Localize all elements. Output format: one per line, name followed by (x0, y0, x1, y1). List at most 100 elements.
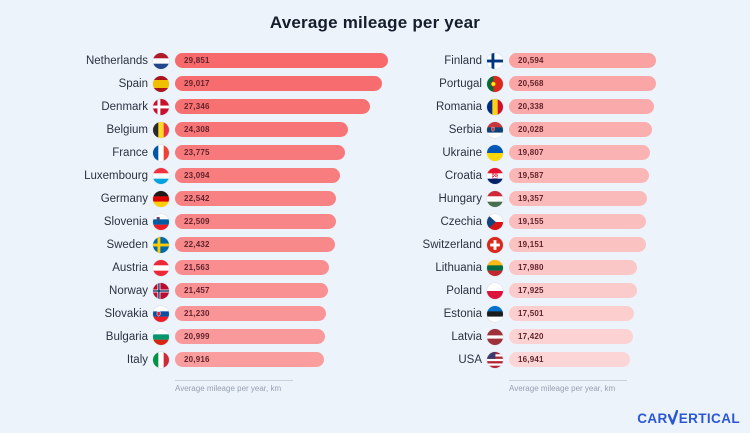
axis-line (175, 380, 293, 381)
value-label: 29,017 (184, 79, 210, 88)
value-label: 29,851 (184, 56, 210, 65)
romania-flag-icon (487, 98, 503, 115)
country-label: Austria (112, 261, 148, 274)
value-label: 17,501 (518, 309, 544, 318)
country-label: Estonia (443, 307, 482, 320)
bar-row: Estonia 17,501 (410, 302, 722, 325)
bar-track: 22,432 (175, 237, 388, 252)
ukraine-flag-icon (487, 144, 503, 161)
value-bar: 29,017 (175, 76, 383, 91)
value-label: 20,999 (184, 332, 210, 341)
x-axis-right: Average mileage per year, km (410, 380, 722, 393)
bar-track: 17,501 (509, 306, 722, 321)
country-label: Sweden (106, 238, 148, 251)
bar-row: Belgium 24,308 (76, 118, 388, 141)
lithuania-flag-icon (487, 259, 503, 276)
axis-line (509, 380, 627, 381)
rows-left: Netherlands 29,851 Spain 29,017 Denmark 27,34… (76, 49, 388, 371)
bar-row: Switzerland 19,151 (410, 233, 722, 256)
value-label: 24,308 (184, 125, 210, 134)
value-bar: 23,094 (175, 168, 340, 183)
value-label: 23,094 (184, 171, 210, 180)
value-label: 20,028 (518, 125, 544, 134)
bar-row: Romania 20,338 (410, 95, 722, 118)
bar-track: 19,587 (509, 168, 722, 183)
logo-text-ertical: ERTICAL (678, 410, 740, 426)
value-label: 16,941 (518, 355, 544, 364)
country-label: Bulgaria (105, 330, 148, 343)
country-label: Hungary (438, 192, 482, 205)
switzerland-flag-icon (487, 236, 503, 253)
check-v-icon (668, 410, 679, 425)
finland-flag-icon (487, 52, 503, 69)
bar-row: Slovenia 22,509 (76, 210, 388, 233)
country-label: Belgium (106, 123, 148, 136)
bar-column-left: Netherlands 29,851 Spain 29,017 Denmark 27,34… (76, 49, 388, 393)
value-bar: 19,807 (509, 145, 651, 160)
bar-row: Norway 21,457 (76, 279, 388, 302)
country-label: Switzerland (422, 238, 482, 251)
x-axis-left: Average mileage per year, km (76, 380, 388, 393)
country-label: Germany (100, 192, 148, 205)
country-label: Spain (118, 77, 148, 90)
slovenia-flag-icon (153, 213, 169, 230)
netherlands-flag-icon (153, 52, 169, 69)
spain-flag-icon (153, 75, 169, 92)
bar-row: France 23,775 (76, 141, 388, 164)
value-label: 19,807 (518, 148, 544, 157)
value-label: 21,230 (184, 309, 210, 318)
serbia-flag-icon (487, 121, 503, 138)
country-label: Croatia (444, 169, 482, 182)
bar-track: 20,916 (175, 352, 388, 367)
bar-row: Italy 20,916 (76, 348, 388, 371)
bar-track: 20,338 (509, 99, 722, 114)
country-label: Portugal (439, 77, 482, 90)
germany-flag-icon (153, 190, 169, 207)
bar-track: 20,568 (509, 76, 722, 91)
bar-track: 20,999 (175, 329, 388, 344)
bar-track: 24,308 (175, 122, 388, 137)
country-label: Netherlands (85, 54, 148, 67)
value-bar: 21,230 (175, 306, 327, 321)
bar-track: 16,941 (509, 352, 722, 367)
czechia-flag-icon (487, 213, 503, 230)
bar-row: Latvia 17,420 (410, 325, 722, 348)
bar-row: Ukraine 19,807 (410, 141, 722, 164)
latvia-flag-icon (487, 328, 503, 345)
bar-track: 20,594 (509, 53, 722, 68)
value-bar: 22,432 (175, 237, 336, 252)
rows-right: Finland 20,594 Portugal 20,568 Romania 20,338… (410, 49, 722, 371)
poland-flag-icon (487, 282, 503, 299)
bulgaria-flag-icon (153, 328, 169, 345)
bar-track: 19,807 (509, 145, 722, 160)
carvertical-logo: CAR ERTICAL (637, 410, 740, 426)
value-bar: 19,155 (509, 214, 646, 229)
value-bar: 20,568 (509, 76, 656, 91)
value-label: 19,587 (518, 171, 544, 180)
value-bar: 29,851 (175, 53, 388, 68)
bar-row: USA 16,941 (410, 348, 722, 371)
bar-chart: Netherlands 29,851 Spain 29,017 Denmark 27,34… (0, 33, 750, 393)
value-bar: 20,999 (175, 329, 325, 344)
bar-row: Portugal 20,568 (410, 72, 722, 95)
value-label: 22,432 (184, 240, 210, 249)
value-label: 17,420 (518, 332, 544, 341)
country-label: Italy (126, 353, 148, 366)
bar-row: Austria 21,563 (76, 256, 388, 279)
country-label: Denmark (101, 100, 148, 113)
croatia-flag-icon (487, 167, 503, 184)
value-bar: 23,775 (175, 145, 345, 160)
bar-track: 29,017 (175, 76, 388, 91)
belgium-flag-icon (153, 121, 169, 138)
page-title: Average mileage per year (269, 13, 481, 32)
country-label: Norway (109, 284, 148, 297)
value-bar: 19,357 (509, 191, 648, 206)
value-bar: 17,980 (509, 260, 638, 275)
norway-flag-icon (153, 282, 169, 299)
value-bar: 17,420 (509, 329, 634, 344)
bar-track: 19,357 (509, 191, 722, 206)
value-bar: 24,308 (175, 122, 349, 137)
value-bar: 21,563 (175, 260, 329, 275)
country-label: USA (458, 353, 482, 366)
bar-track: 27,346 (175, 99, 388, 114)
